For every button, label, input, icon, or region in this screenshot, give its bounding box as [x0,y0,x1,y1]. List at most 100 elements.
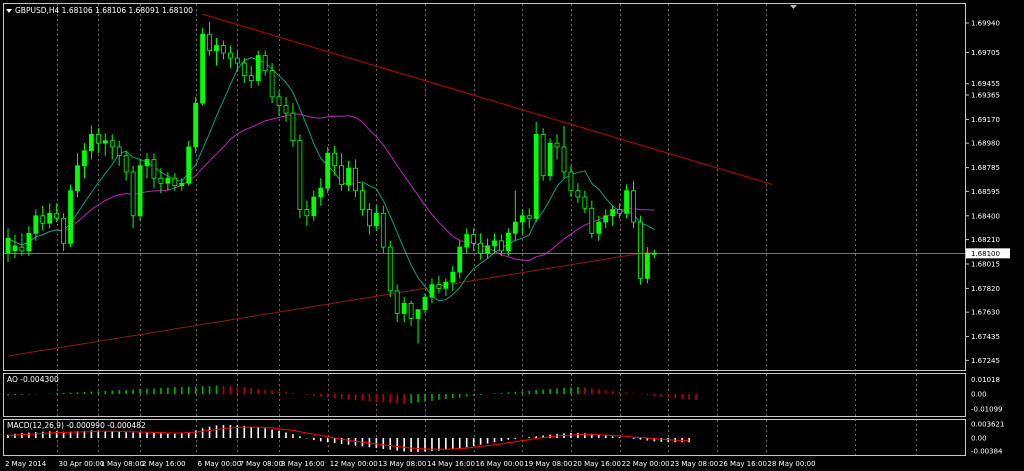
candle[interactable] [499,234,504,256]
candle[interactable] [151,153,157,189]
candle[interactable] [214,38,219,66]
candle[interactable] [102,133,108,156]
candle[interactable] [262,50,268,76]
candle[interactable] [276,90,282,116]
candle[interactable] [158,168,164,194]
candle[interactable] [478,233,484,260]
candle[interactable] [638,215,643,285]
candle[interactable] [540,128,546,181]
candle[interactable] [283,96,289,122]
candle[interactable] [26,225,32,256]
candle[interactable] [457,240,463,279]
candle[interactable] [575,183,581,204]
candle[interactable] [568,165,574,198]
candle[interactable] [422,293,428,314]
candle[interactable] [387,240,393,298]
candle[interactable] [380,205,386,254]
candle[interactable] [33,209,39,241]
candle[interactable] [68,184,73,248]
candle[interactable] [47,203,53,229]
candle[interactable] [61,213,66,251]
candle[interactable] [40,205,46,231]
candle[interactable] [373,205,379,231]
candle[interactable] [193,96,199,154]
candle[interactable] [471,228,477,251]
candle[interactable] [75,153,80,198]
candle[interactable] [401,297,407,323]
candle[interactable] [130,165,136,229]
candle[interactable] [408,300,414,326]
candle[interactable] [582,190,588,214]
candle[interactable] [554,134,560,160]
candle[interactable] [519,209,525,235]
candle[interactable] [109,134,115,160]
candle[interactable] [450,265,456,291]
candle[interactable] [179,178,185,191]
candle[interactable] [610,205,616,226]
candle[interactable] [116,140,122,166]
candle[interactable] [123,150,129,181]
candle[interactable] [464,228,470,254]
candle[interactable] [234,50,240,72]
candle[interactable] [311,190,317,221]
candle[interactable] [603,209,609,229]
candle[interactable] [624,184,629,219]
candle[interactable] [492,233,497,254]
candle[interactable] [227,45,233,69]
candle[interactable] [248,65,254,89]
candle[interactable] [255,50,261,86]
candle[interactable] [82,143,87,179]
candle[interactable] [200,28,206,106]
candle[interactable] [533,121,539,223]
overlay-lines[interactable] [4,13,965,254]
candle[interactable] [394,284,400,323]
trendline[interactable] [202,13,773,185]
candle[interactable] [19,233,25,256]
candle[interactable] [241,58,247,84]
candle[interactable] [5,228,11,263]
chart-shift-marker-icon[interactable] [790,5,797,9]
candle[interactable] [290,103,296,147]
candle[interactable] [561,125,567,179]
candle[interactable] [547,138,553,181]
symbol-dropdown-icon[interactable] [6,9,12,13]
candle[interactable] [172,173,178,191]
candle[interactable] [429,278,435,304]
candle[interactable] [207,21,212,56]
candle[interactable] [165,171,171,191]
candle[interactable] [54,203,60,223]
candle[interactable] [332,145,338,176]
candle[interactable] [366,203,372,235]
candle[interactable] [353,159,358,198]
candle[interactable] [346,160,351,191]
candle[interactable] [651,249,657,259]
candle[interactable] [436,275,442,294]
candle[interactable] [617,203,622,219]
candle[interactable] [95,128,101,154]
candle[interactable] [325,146,331,194]
candle[interactable] [269,63,275,104]
candle[interactable] [505,228,511,256]
candle[interactable] [304,200,310,226]
candle[interactable] [221,40,226,60]
candle[interactable] [589,200,595,239]
candle[interactable] [318,178,324,206]
candle[interactable] [596,215,602,241]
candle[interactable] [360,183,365,216]
candle[interactable] [485,238,490,259]
candle[interactable] [144,153,150,179]
candle[interactable] [443,278,449,296]
candle[interactable] [512,190,518,241]
candles-group[interactable] [5,21,657,344]
candle[interactable] [339,153,345,191]
candle-body [47,212,53,224]
candle[interactable] [186,140,192,186]
candle[interactable] [137,159,143,221]
candle[interactable] [297,134,303,219]
candle[interactable] [526,208,532,229]
candle[interactable] [89,125,94,160]
candle[interactable] [631,180,636,229]
candle[interactable] [415,309,421,344]
candle[interactable] [12,234,18,259]
